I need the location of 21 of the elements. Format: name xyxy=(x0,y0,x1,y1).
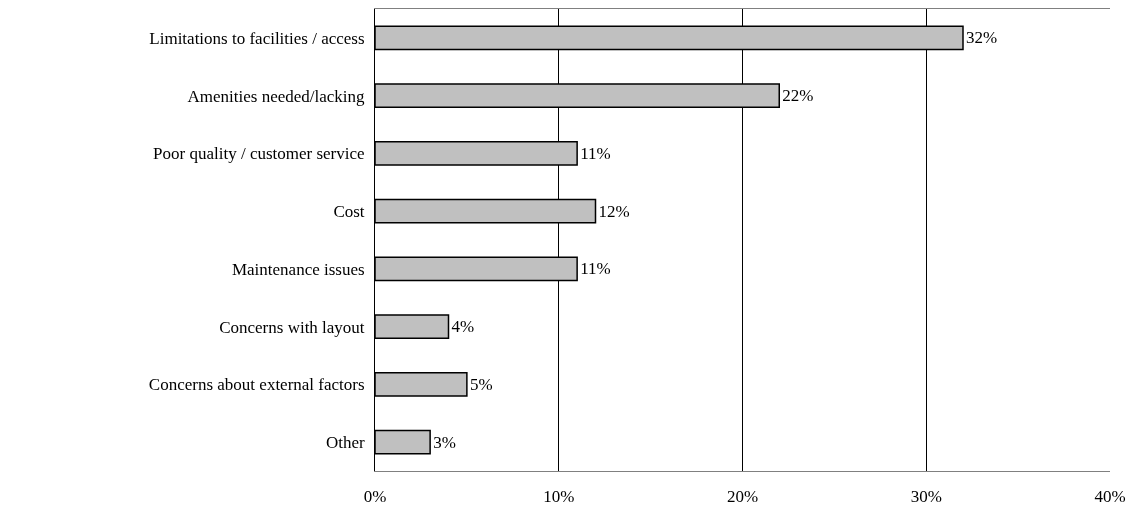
x-tick-label: 40% xyxy=(1094,487,1126,507)
x-tick-label: 30% xyxy=(910,487,942,507)
data-label: 11% xyxy=(580,259,611,279)
data-label: 3% xyxy=(433,432,456,452)
y-tick-label: Amenities needed/lacking xyxy=(187,86,366,106)
data-label: 11% xyxy=(580,143,611,163)
y-tick-label: Poor quality / customer service xyxy=(153,144,365,164)
data-label: 4% xyxy=(451,317,475,337)
x-tick-label: 0% xyxy=(363,487,387,507)
y-tick-label: Other xyxy=(325,433,365,453)
y-tick-label: Concerns with layout xyxy=(219,317,365,337)
x-tick-label: 10% xyxy=(543,487,575,507)
y-tick-label: Limitations to facilities / access xyxy=(149,28,365,48)
data-label: 5% xyxy=(469,374,493,394)
data-label: 32% xyxy=(966,28,998,48)
x-tick-label: 20% xyxy=(726,487,759,507)
y-tick-label: Maintenance issues xyxy=(231,259,365,279)
data-label: 22% xyxy=(782,86,814,106)
y-tick-label: Cost xyxy=(333,202,365,222)
y-tick-label: Concerns about external factors xyxy=(148,375,365,395)
data-label: 12% xyxy=(598,201,630,221)
